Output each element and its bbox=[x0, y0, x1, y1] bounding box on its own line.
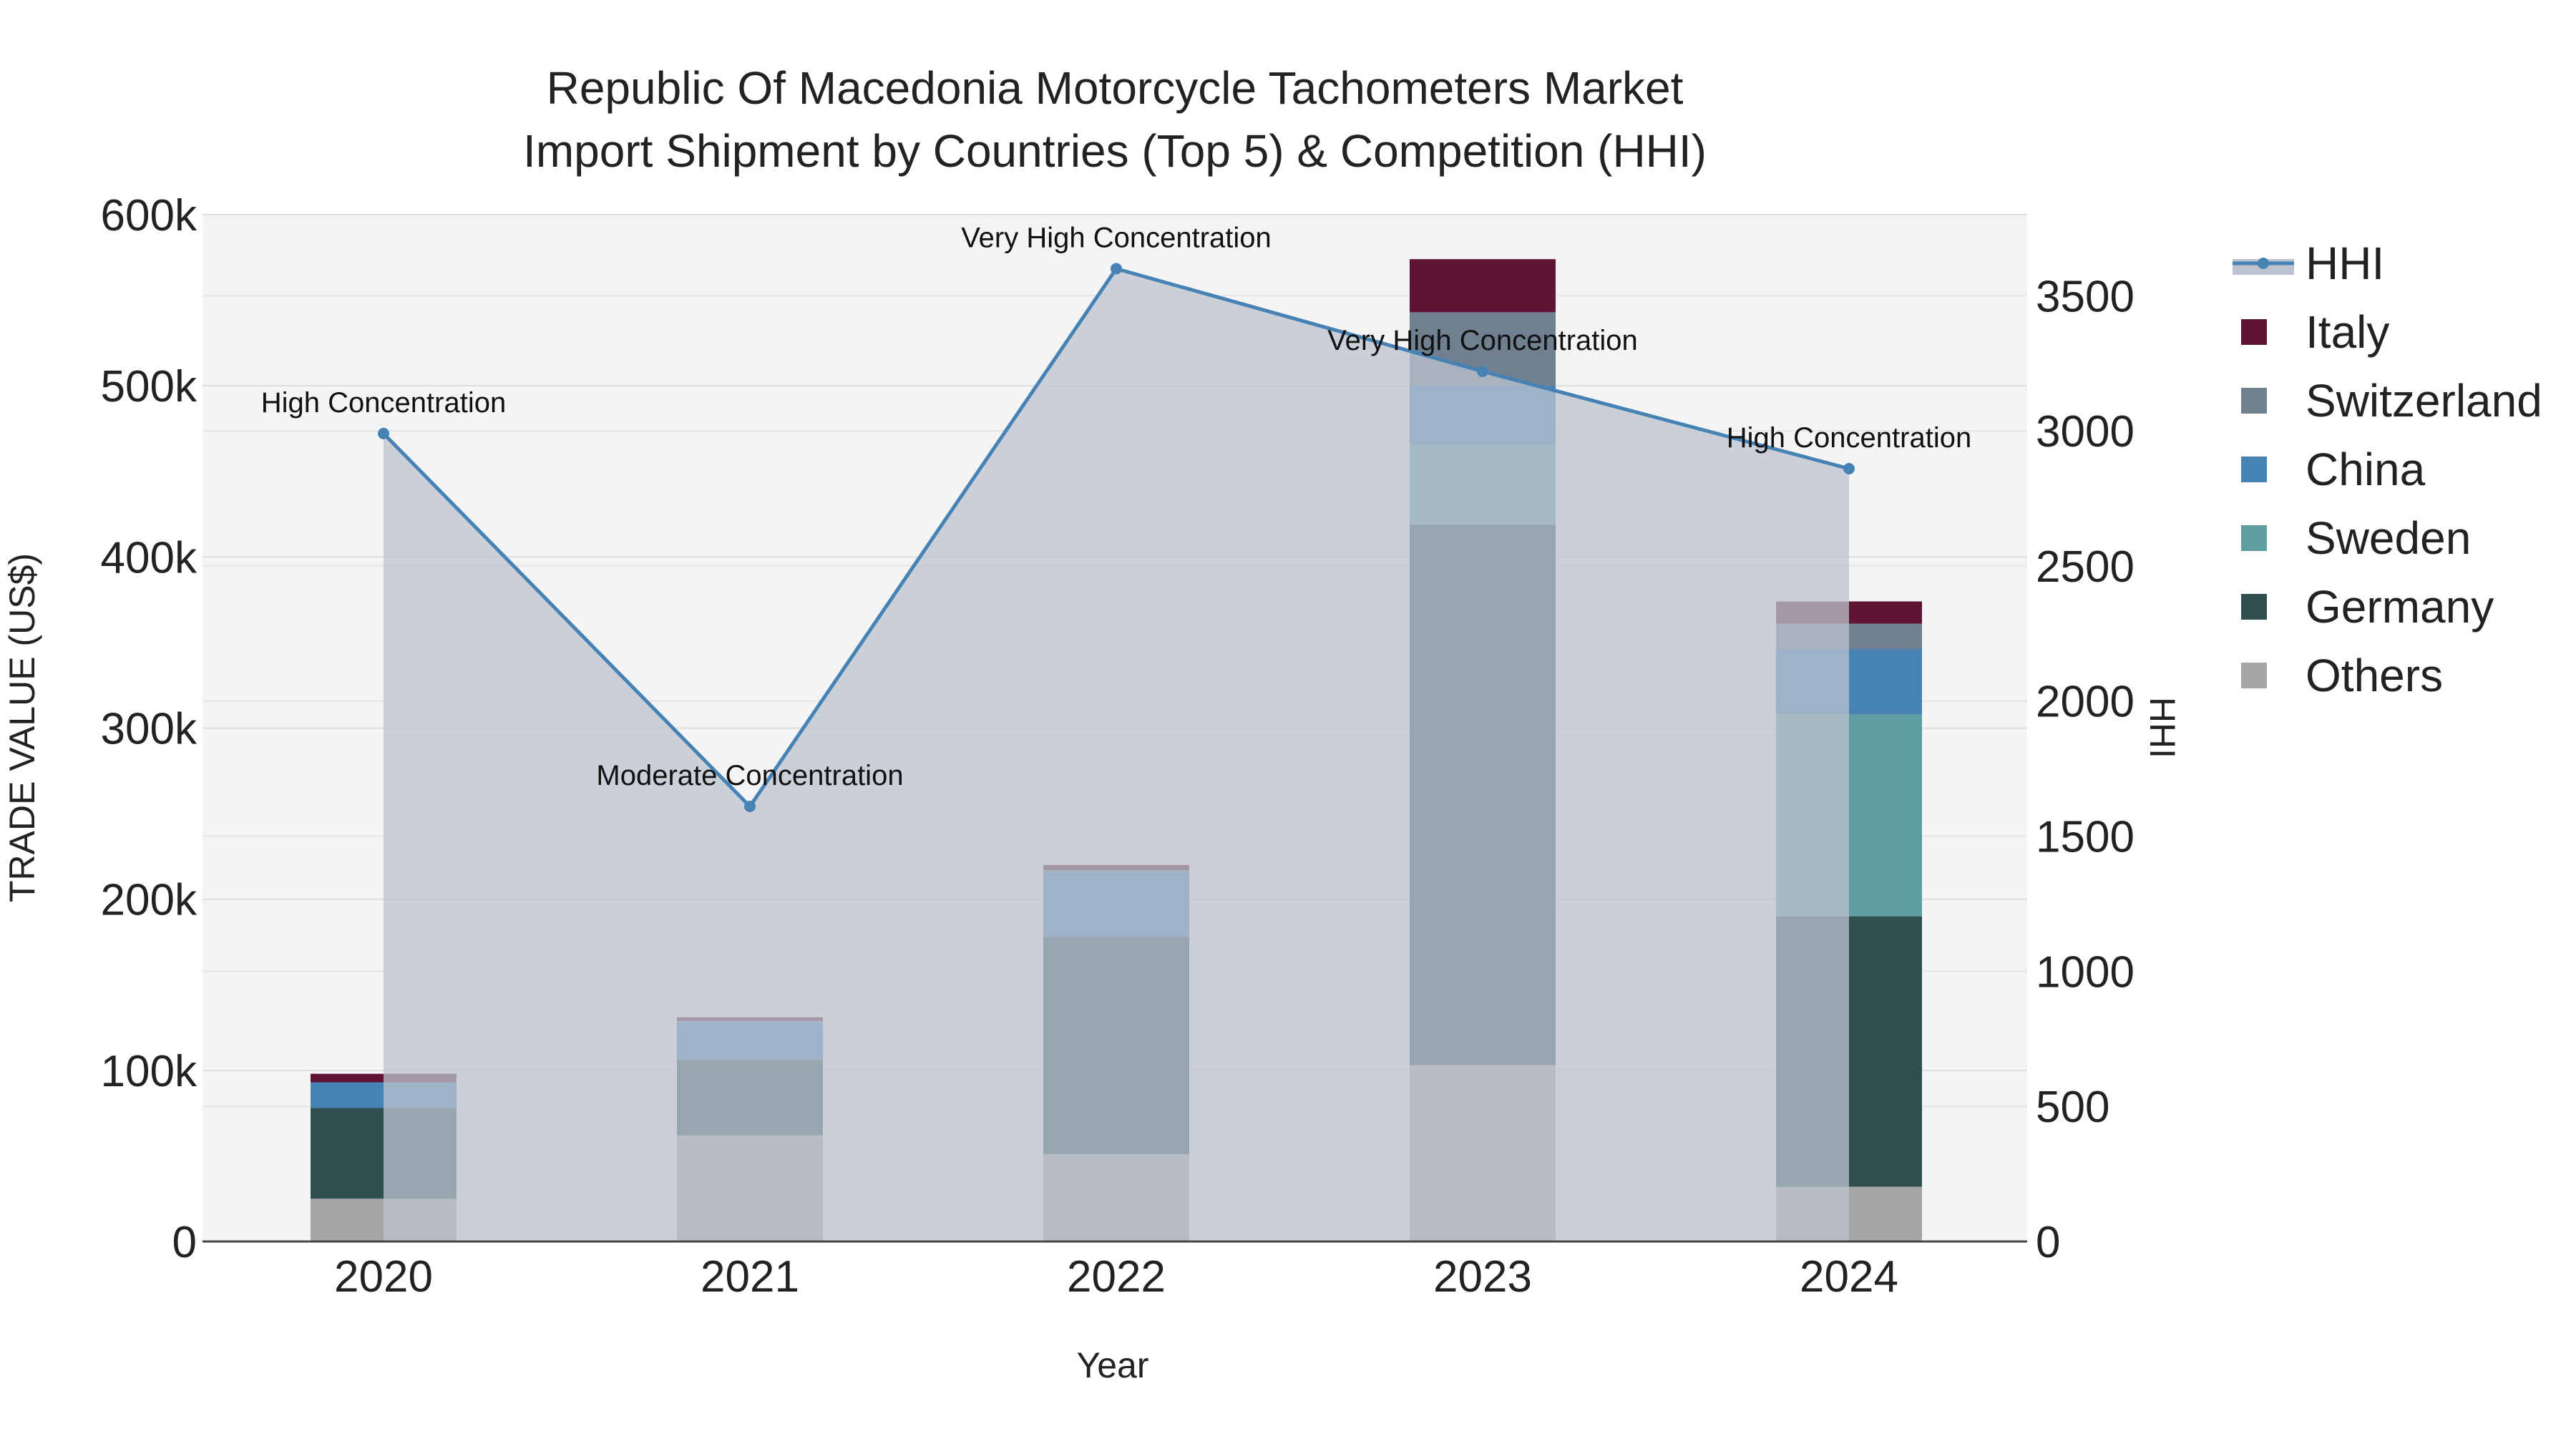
hhi-annotation-2024: High Concentration bbox=[1727, 422, 1971, 454]
bar-italy-2023 bbox=[1410, 259, 1483, 313]
y-tick-label: 400k bbox=[101, 533, 197, 582]
y2-tick-label: 2500 bbox=[2036, 542, 2135, 592]
y-tick-label: 500k bbox=[101, 362, 197, 411]
legend-label-china: China bbox=[2306, 444, 2426, 495]
y2-tick-label: 1000 bbox=[2036, 947, 2135, 997]
hhi-annotation-2021: Moderate Concentration bbox=[596, 760, 903, 791]
x-tick-label: 2022 bbox=[1067, 1252, 1166, 1302]
y2-tick-label: 2000 bbox=[2036, 678, 2135, 727]
bar-china-2020 bbox=[311, 1082, 384, 1108]
legend-hhi-marker bbox=[2258, 258, 2269, 269]
bar-others-2024-right bbox=[1849, 1186, 1922, 1241]
hhi-point-2024 bbox=[1843, 462, 1855, 474]
y-tick-label: 600k bbox=[101, 191, 197, 240]
bar-italy-2023-right bbox=[1483, 259, 1556, 313]
y-tick-label: 200k bbox=[101, 876, 197, 925]
hhi-point-2020 bbox=[378, 427, 389, 439]
bar-sweden-2024-right bbox=[1849, 714, 1922, 917]
legend-label-hhi: HHI bbox=[2306, 238, 2384, 289]
chart-title-line2: Import Shipment by Countries (Top 5) & C… bbox=[523, 125, 1707, 177]
legend: HHI Italy Switzerland China Sweden Germany Oth… bbox=[2233, 238, 2542, 701]
bar-china-2024-right bbox=[1849, 649, 1922, 715]
y-axis-title: TRADE VALUE (US$) bbox=[2, 553, 42, 902]
x-axis-title: Year bbox=[1076, 1345, 1148, 1385]
legend-swatch-others bbox=[2241, 663, 2267, 688]
hhi-annotation-2020: High Concentration bbox=[261, 387, 506, 419]
y2-tick-label: 0 bbox=[2036, 1218, 2060, 1267]
legend-swatch-sweden bbox=[2241, 525, 2267, 551]
x-tick-label: 2023 bbox=[1433, 1252, 1532, 1302]
legend-swatch-italy bbox=[2241, 319, 2267, 345]
legend-label-switzerland: Switzerland bbox=[2306, 375, 2542, 426]
hhi-annotation-2023: Very High Concentration bbox=[1327, 325, 1638, 356]
x-tick-label: 2020 bbox=[334, 1252, 433, 1302]
y2-tick-label: 1500 bbox=[2036, 813, 2135, 862]
chart-title-line1: Republic Of Macedonia Motorcycle Tachome… bbox=[547, 62, 1684, 114]
y2-axis-ticks: 0 500 1000 1500 2000 2500 3000 3500 bbox=[2036, 272, 2135, 1267]
x-tick-label: 2024 bbox=[1800, 1252, 1898, 1302]
y-tick-label: 100k bbox=[101, 1047, 197, 1096]
y2-tick-label: 3000 bbox=[2036, 407, 2135, 457]
hhi-area bbox=[384, 268, 1849, 1241]
hhi-layer: High Concentration Moderate Concentration… bbox=[261, 223, 1971, 1241]
x-tick-label: 2021 bbox=[701, 1252, 799, 1302]
legend-label-sweden: Sweden bbox=[2306, 512, 2471, 564]
y-tick-label: 300k bbox=[101, 705, 197, 754]
bar-switzerland-2024-right bbox=[1849, 623, 1922, 650]
hhi-point-2023 bbox=[1477, 366, 1488, 378]
x-axis-ticks: 2020 2021 2022 2023 2024 bbox=[334, 1252, 1898, 1302]
legend-label-others: Others bbox=[2306, 650, 2443, 701]
legend-swatch-switzerland bbox=[2241, 388, 2267, 414]
y2-tick-label: 3500 bbox=[2036, 272, 2135, 321]
legend-swatch-germany bbox=[2241, 594, 2267, 620]
bar-others-2020 bbox=[311, 1199, 384, 1241]
y2-tick-label: 500 bbox=[2036, 1083, 2109, 1132]
legend-label-italy: Italy bbox=[2306, 306, 2389, 358]
bar-italy-2024-right bbox=[1849, 601, 1922, 624]
bar-germany-2020 bbox=[311, 1108, 384, 1199]
bar-italy-2020 bbox=[311, 1073, 384, 1083]
legend-swatch-china bbox=[2241, 457, 2267, 482]
bar-germany-2024-right bbox=[1849, 916, 1922, 1187]
hhi-annotation-2022: Very High Concentration bbox=[961, 223, 1272, 254]
y-axis-ticks: 0 100k 200k 300k 400k 500k 600k bbox=[101, 191, 197, 1267]
y-tick-label: 0 bbox=[172, 1218, 197, 1267]
y2-axis-title: HHI bbox=[2142, 697, 2182, 758]
legend-label-germany: Germany bbox=[2306, 581, 2494, 633]
hhi-point-2021 bbox=[744, 801, 756, 813]
hhi-point-2022 bbox=[1111, 263, 1122, 275]
